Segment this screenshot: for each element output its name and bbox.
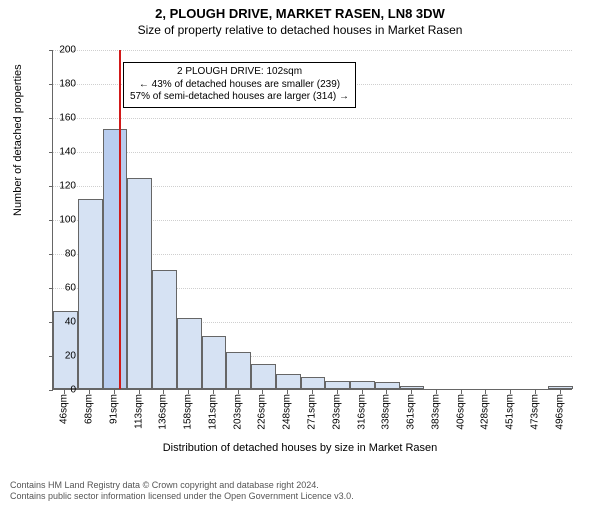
- page-subtitle: Size of property relative to detached ho…: [0, 23, 600, 37]
- xtick-label: 113sqm: [133, 394, 144, 429]
- xtick-label: 226sqm: [257, 394, 268, 430]
- ytick-label: 200: [46, 45, 76, 56]
- attribution-footer: Contains HM Land Registry data © Crown c…: [10, 480, 354, 502]
- xtick-label: 68sqm: [84, 394, 95, 424]
- xtick-label: 383sqm: [430, 394, 441, 430]
- ytick-label: 100: [46, 215, 76, 226]
- footer-line: Contains HM Land Registry data © Crown c…: [10, 480, 354, 491]
- histogram-bar: [226, 352, 251, 389]
- histogram-bar: [400, 386, 425, 389]
- xtick-label: 293sqm: [331, 394, 342, 430]
- ytick-label: 80: [46, 249, 76, 260]
- histogram-bar: [276, 374, 301, 389]
- histogram-bar: [152, 270, 177, 389]
- annotation-line: 57% of semi-detached houses are larger (…: [130, 91, 349, 104]
- xtick-label: 46sqm: [59, 394, 70, 424]
- histogram-bar: [548, 386, 573, 389]
- histogram-bar: [103, 129, 128, 389]
- page-title: 2, PLOUGH DRIVE, MARKET RASEN, LN8 3DW: [0, 6, 600, 21]
- ytick-label: 120: [46, 181, 76, 192]
- plot-area: 2 PLOUGH DRIVE: 102sqm← 43% of detached …: [52, 50, 572, 390]
- histogram-bar: [127, 178, 152, 389]
- xtick-label: 181sqm: [207, 394, 218, 430]
- gridline: [53, 152, 572, 153]
- histogram-bar: [177, 318, 202, 389]
- ytick-label: 140: [46, 147, 76, 158]
- y-axis-title: Number of detached properties: [12, 64, 24, 216]
- xtick-label: 496sqm: [554, 394, 565, 430]
- ytick-label: 60: [46, 283, 76, 294]
- xtick-label: 136sqm: [158, 394, 169, 430]
- xtick-label: 428sqm: [480, 394, 491, 430]
- xtick-label: 203sqm: [232, 394, 243, 430]
- xtick-label: 158sqm: [183, 394, 194, 430]
- histogram-bar: [301, 377, 326, 389]
- histogram-bar: [202, 336, 227, 389]
- histogram-bar: [375, 382, 400, 389]
- ytick-label: 20: [46, 351, 76, 362]
- ytick-label: 180: [46, 79, 76, 90]
- annotation-box: 2 PLOUGH DRIVE: 102sqm← 43% of detached …: [123, 62, 356, 108]
- histogram-chart: 2 PLOUGH DRIVE: 102sqm← 43% of detached …: [52, 50, 572, 422]
- ytick-label: 160: [46, 113, 76, 124]
- xtick-label: 91sqm: [108, 394, 119, 424]
- xtick-label: 316sqm: [356, 394, 367, 430]
- xtick-label: 451sqm: [505, 394, 516, 430]
- gridline: [53, 118, 572, 119]
- ytick-label: 0: [46, 385, 76, 396]
- annotation-line: 2 PLOUGH DRIVE: 102sqm: [130, 66, 349, 79]
- histogram-bar: [251, 364, 276, 390]
- xtick-label: 473sqm: [529, 394, 540, 430]
- annotation-line: ← 43% of detached houses are smaller (23…: [130, 79, 349, 92]
- xtick-label: 248sqm: [282, 394, 293, 430]
- x-axis-title: Distribution of detached houses by size …: [0, 442, 600, 454]
- xtick-label: 338sqm: [381, 394, 392, 430]
- reference-line: [119, 50, 121, 389]
- xtick-label: 406sqm: [455, 394, 466, 430]
- histogram-bar: [350, 381, 375, 390]
- gridline: [53, 50, 572, 51]
- histogram-bar: [78, 199, 103, 389]
- footer-line: Contains public sector information licen…: [10, 491, 354, 502]
- histogram-bar: [325, 381, 350, 390]
- ytick-label: 40: [46, 317, 76, 328]
- xtick-label: 361sqm: [406, 394, 417, 430]
- xtick-label: 271sqm: [307, 394, 318, 430]
